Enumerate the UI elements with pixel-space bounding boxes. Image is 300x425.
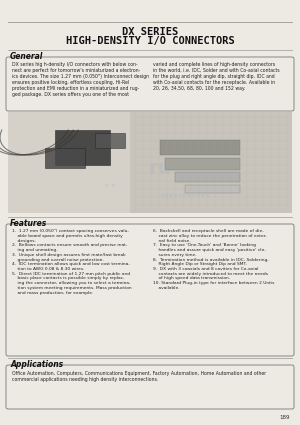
Text: 6.  Backshell and receptacle shell are made of die-
    cast zinc alloy to reduc: 6. Backshell and receptacle shell are ma… [153,229,274,290]
Text: 1.  1.27 mm (0.050") contact spacing conserves valu-
    able board space and pe: 1. 1.27 mm (0.050") contact spacing cons… [12,229,132,295]
FancyBboxPatch shape [6,224,294,356]
Text: HIGH-DENSITY I/O CONNECTORS: HIGH-DENSITY I/O CONNECTORS [66,36,234,46]
Bar [175,172,240,182]
Bar [95,133,125,148]
FancyBboxPatch shape [6,57,294,111]
Text: Applications: Applications [10,360,63,369]
Bar [8,112,292,213]
Text: 189: 189 [280,415,290,420]
FancyBboxPatch shape [6,365,294,409]
Bar [160,140,240,155]
Bar [185,185,240,193]
Text: DX SERIES: DX SERIES [122,27,178,37]
Bar [45,148,85,168]
Text: Office Automation, Computers, Communications Equipment, Factory Automation, Home: Office Automation, Computers, Communicat… [12,371,266,382]
Bar [165,158,240,170]
Text: э л е к т р о н и к а: э л е к т р о н и к а [161,193,209,198]
Bar [130,112,292,213]
Text: varied and complete lines of high-density connectors
in the world, i.e. IDC, Sol: varied and complete lines of high-densit… [153,62,280,91]
Bar [55,130,110,165]
Text: ru: ru [148,159,172,178]
Text: Features: Features [10,219,47,228]
Text: э  л: э л [105,182,115,187]
Text: General: General [10,52,43,61]
Text: DX series hig h-density I/O connectors with below con-
nect are perfect for tomo: DX series hig h-density I/O connectors w… [12,62,149,97]
